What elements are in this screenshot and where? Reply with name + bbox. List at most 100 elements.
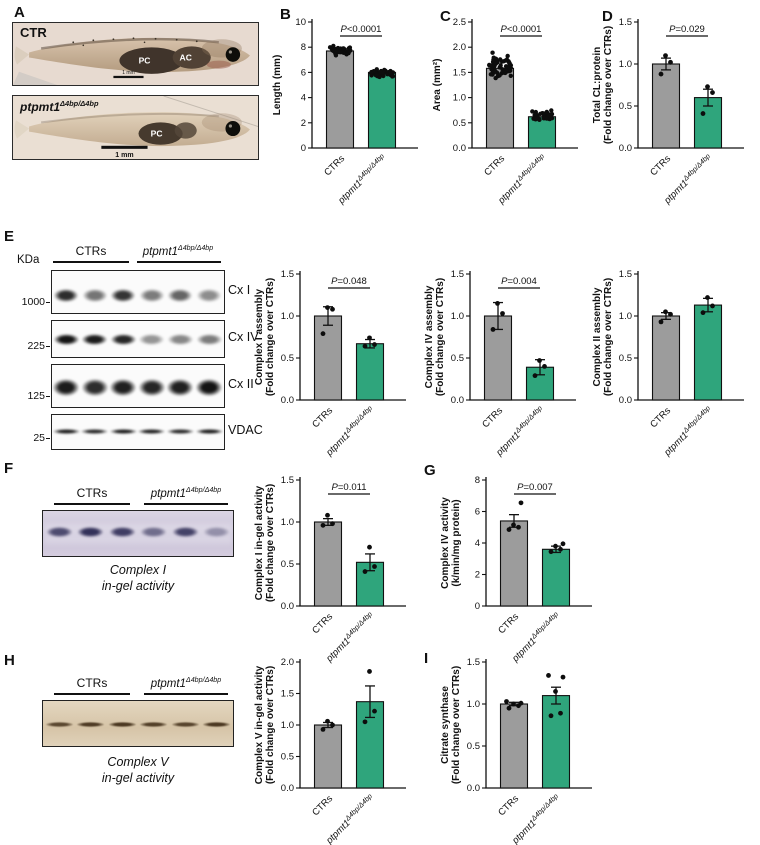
- data-point: [658, 71, 664, 77]
- eye-highlight: [228, 124, 232, 128]
- data-point: [320, 727, 326, 732]
- band-label: Cx IV: [228, 330, 259, 344]
- blot-band: [196, 333, 222, 345]
- blot-band: [139, 289, 164, 303]
- mutant-superscript: Δ4bp/Δ4bp: [185, 676, 222, 684]
- data-point: [373, 73, 379, 78]
- blot-band: [111, 289, 136, 303]
- y-tick-label: 0.5: [281, 353, 294, 364]
- blot-band: [82, 289, 107, 303]
- mutant-superscript: Δ4bp/Δ4bp: [60, 99, 99, 108]
- mutant-superscript: Δ4bp/Δ4bp: [177, 244, 214, 252]
- pc-annotation: PC: [151, 129, 163, 139]
- data-point: [372, 708, 377, 714]
- data-point: [553, 689, 558, 694]
- data-point: [505, 53, 510, 59]
- y-tick-label: 0.0: [619, 143, 632, 154]
- data-point: [518, 700, 524, 706]
- bar-mutant: [541, 548, 571, 607]
- y-tick-label: 0.5: [453, 118, 466, 129]
- bar-chart-svg: Area (mm²) 0.0 0.5 1.0 1.5 2.0 2.5 P<0.0001 CTRs…: [432, 17, 578, 207]
- blot-row-cx-ii: 125 Cx II: [15, 364, 267, 410]
- data-point: [663, 309, 668, 315]
- p-value-label: P=0.048: [331, 276, 367, 287]
- data-point: [372, 564, 377, 569]
- gel-group-underline-mutant: [144, 503, 228, 505]
- gel-group-label-ctrs: CTRs: [76, 676, 108, 690]
- p-value-label: P=0.029: [669, 24, 705, 35]
- bar-chart-svg: Complex II assembly (Fold change over CTR…: [592, 269, 744, 459]
- bar-chart-svg: Complex V in-gel activity (Fold change ov…: [254, 657, 406, 845]
- y-tick-label: 0.5: [451, 353, 464, 364]
- gel-band: [78, 526, 103, 537]
- panel-a-photo-ctr: PC AC 1 mm CTR: [12, 22, 259, 86]
- mutant-photo-title: ptpmt1Δ4bp/Δ4bp: [20, 99, 99, 114]
- y-tick-label: 0: [301, 143, 306, 154]
- data-point: [530, 109, 535, 114]
- bar-mutant: [527, 116, 557, 149]
- y-axis-label: Complex I in-gel activity: [254, 485, 265, 600]
- y-tick-label: 2.0: [453, 42, 466, 53]
- x-tick-label-ctrs: CTRs: [310, 405, 335, 430]
- y-axis-label: Complex IV activity: [440, 497, 451, 589]
- data-point: [546, 673, 551, 678]
- data-point: [553, 543, 558, 549]
- y-tick-label: 1.5: [619, 269, 632, 280]
- gel-caption-line2: in-gel activity: [101, 579, 175, 594]
- y-tick-label: 1.0: [281, 311, 294, 322]
- y-tick-label: 2: [475, 570, 480, 581]
- y-tick-label: 1.0: [451, 311, 464, 322]
- y-tick-label: 0.0: [281, 783, 294, 794]
- data-point: [346, 46, 352, 51]
- y-tick-label: 4: [301, 93, 306, 104]
- panel-b-chart: Length (mm) 0 2 4 6 8 10 P<0.0001 CTRs ptpmt1Δ4bp…: [266, 6, 431, 211]
- panel-label-h: H: [4, 652, 16, 669]
- panel-h-chart: Complex V in-gel activity (Fold change ov…: [254, 646, 419, 845]
- x-tick-label-ctrs: CTRs: [310, 611, 335, 636]
- bar-ctrs: [313, 724, 343, 789]
- data-point: [325, 305, 330, 310]
- y-axis-label: (k/min/mg protein): [451, 499, 462, 586]
- data-point: [367, 669, 372, 674]
- scale-bar-label: 1 mm: [122, 70, 135, 76]
- blot-group-underline-ctrs: [53, 261, 129, 263]
- panel-c-chart: Area (mm²) 0.0 0.5 1.0 1.5 2.0 2.5 P<0.0001 CTRs…: [426, 6, 591, 211]
- bar-chart-svg: Citrate synthase (Fold change over CTRs) 0…: [440, 657, 592, 845]
- kda-marker: 1000: [21, 296, 45, 308]
- y-tick-label: 0.5: [281, 559, 294, 570]
- panel-label-i: I: [424, 650, 429, 667]
- data-point: [493, 61, 499, 67]
- panel-f-chart: Complex I in-gel activity (Fold change ov…: [254, 464, 419, 669]
- band-label: Cx I: [228, 283, 251, 297]
- blot-band: [196, 379, 222, 397]
- kda-tick: [46, 301, 50, 303]
- blot-membrane: [51, 414, 225, 450]
- bar-chart-svg: Complex I assembly (Fold change over CTRs…: [254, 269, 406, 459]
- data-point: [705, 295, 710, 300]
- y-axis-label: (Fold change over CTRs): [265, 666, 276, 784]
- gel-image-complex-i: [42, 510, 234, 557]
- y-tick-label: 1.5: [453, 67, 466, 78]
- gel-band: [204, 526, 229, 537]
- panel-label-d: D: [602, 8, 614, 25]
- data-point: [367, 544, 372, 550]
- bar-ctrs: [313, 521, 343, 607]
- y-tick-label: 10: [295, 17, 306, 28]
- data-point: [518, 500, 524, 506]
- y-tick-label: 6: [475, 507, 480, 518]
- panel-label-g: G: [424, 462, 436, 479]
- blot-band: [168, 289, 193, 303]
- panel-d-chart: Total CL:protein (Fold change over CTRs) 0…: [592, 6, 757, 211]
- blot-band: [195, 429, 223, 434]
- y-tick-label: 0.5: [467, 741, 480, 752]
- panel-g-chart: Complex IV activity (k/min/mg protein) 0 2 4…: [440, 464, 605, 669]
- y-tick-label: 1.0: [453, 93, 466, 104]
- vascular-tint: [206, 60, 231, 69]
- panel-e-chart-complex-ii: Complex II assembly (Fold change over CTR…: [592, 258, 757, 463]
- data-point: [330, 306, 335, 312]
- data-point: [368, 71, 374, 76]
- dorsal-pigment: [40, 37, 219, 50]
- y-tick-label: 0.5: [619, 101, 632, 112]
- x-tick-label-ctrs: CTRs: [480, 405, 505, 430]
- ctr-photo-title: CTR: [20, 25, 47, 40]
